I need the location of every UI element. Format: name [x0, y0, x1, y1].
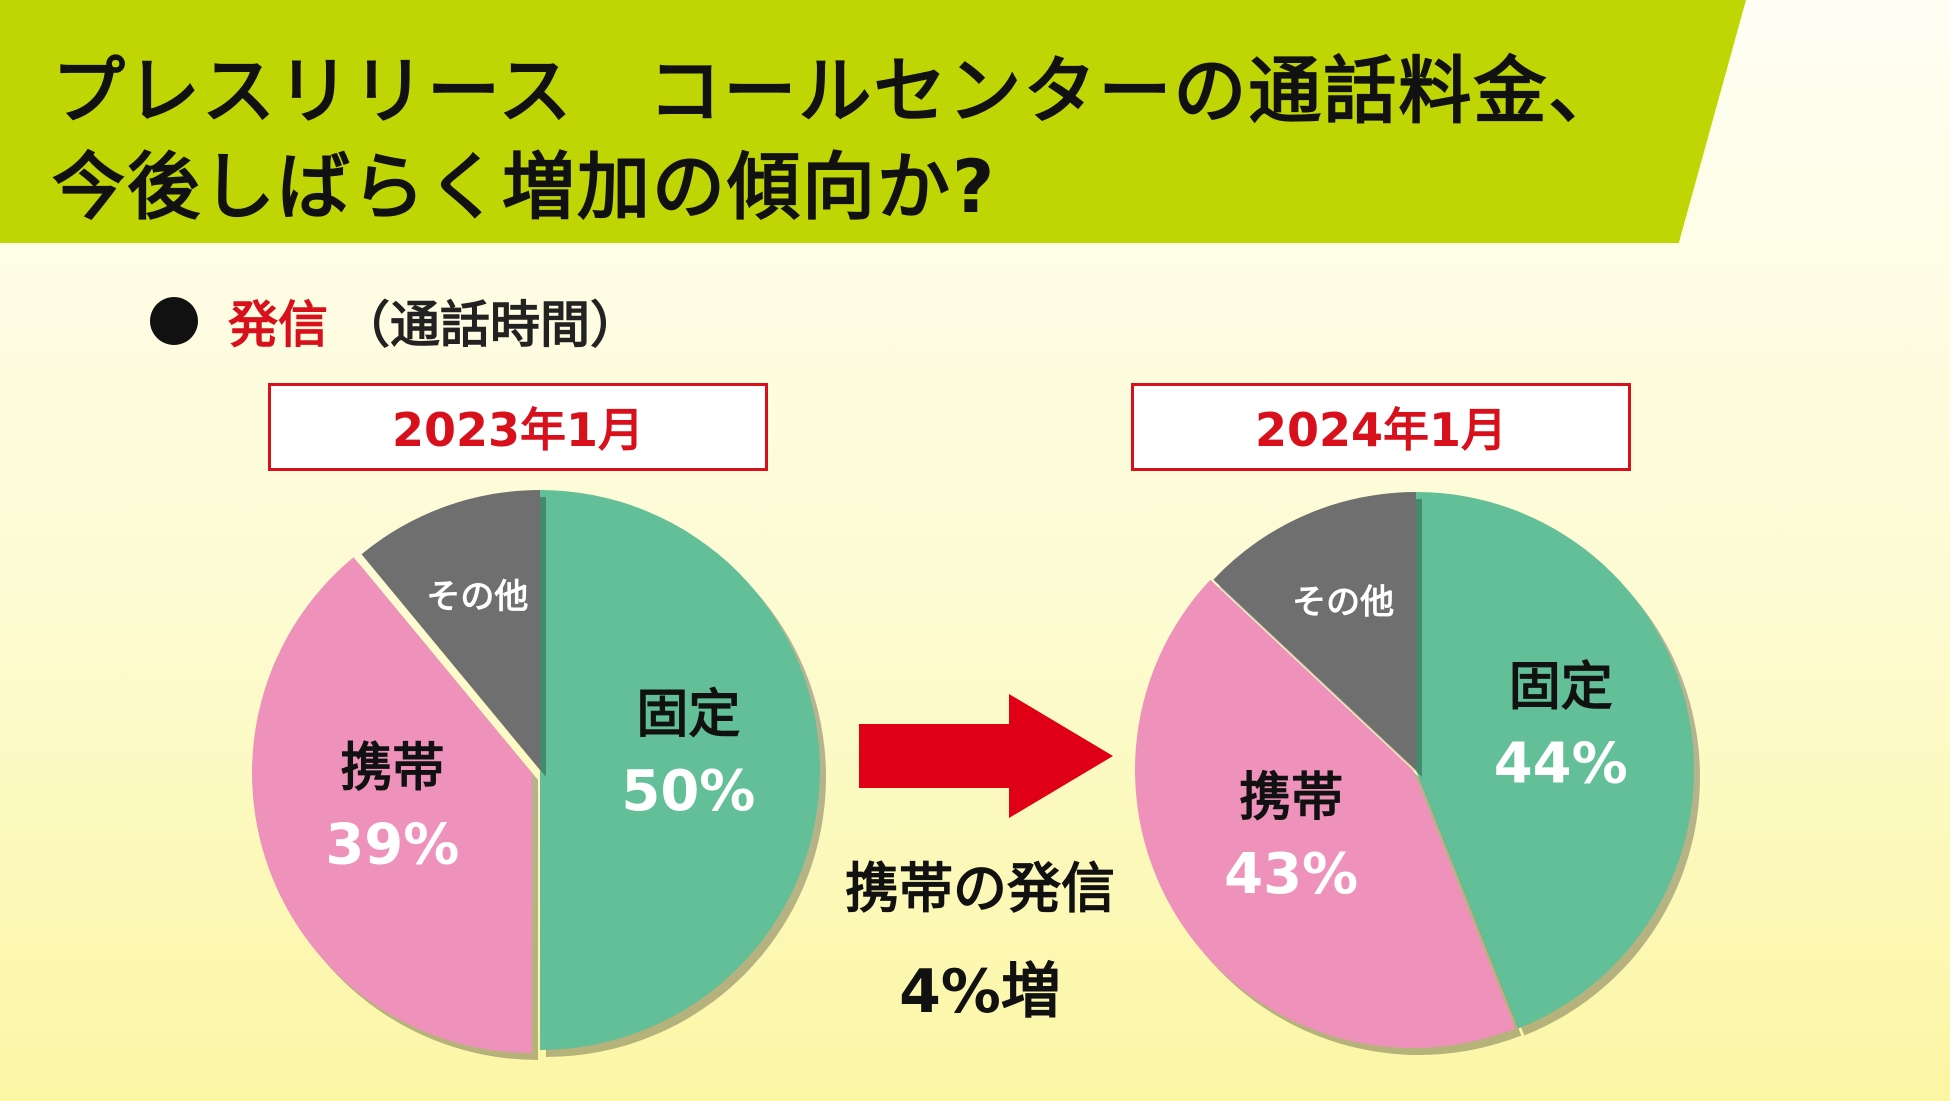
chart2-slice-2: [1213, 492, 1416, 770]
right-arrow-icon: [859, 694, 1113, 818]
page-title-line1: プレスリリース コールセンターの通話料金、: [52, 49, 1624, 134]
chart2-slice-0-name: 固定: [1509, 657, 1613, 717]
chart1-slice-2-name: その他: [426, 577, 528, 617]
chart2-slice-0: [1416, 492, 1695, 1029]
chart1-title: 2023年1月: [268, 383, 768, 471]
chart1-slice-1: [251, 557, 532, 1053]
page-title-line2: 今後しばらく増加の傾向か?: [52, 145, 997, 230]
chart2-title: 2024年1月: [1131, 383, 1631, 471]
section-title: 発信: [228, 296, 328, 354]
section-heading: 発信 （通話時間）: [150, 286, 640, 356]
chart1-slice-0-value: 50%: [621, 759, 755, 824]
chart2-slice-0-value: 44%: [1494, 731, 1628, 796]
change-note-line1: 携帯の発信: [845, 857, 1115, 920]
change-note-line2: 4%増: [899, 957, 1061, 1027]
bullet-dot-icon: [150, 297, 198, 345]
chart2-slice-2-name: その他: [1292, 583, 1394, 623]
chart1-slice-0: [540, 490, 820, 1050]
section-subtitle: （通話時間）: [340, 296, 640, 354]
chart1-slice-1-value: 39%: [325, 812, 459, 877]
chart1-slice-0-name: 固定: [636, 685, 740, 745]
chart2-slice-1-name: 携帯: [1239, 768, 1343, 828]
chart2-slice-1: [1134, 579, 1516, 1049]
chart2-slice-1-value: 43%: [1224, 842, 1358, 907]
chart1-slice-1-name: 携帯: [340, 738, 444, 798]
chart1-slice-2: [361, 490, 540, 770]
header-banner: [0, 0, 1746, 243]
